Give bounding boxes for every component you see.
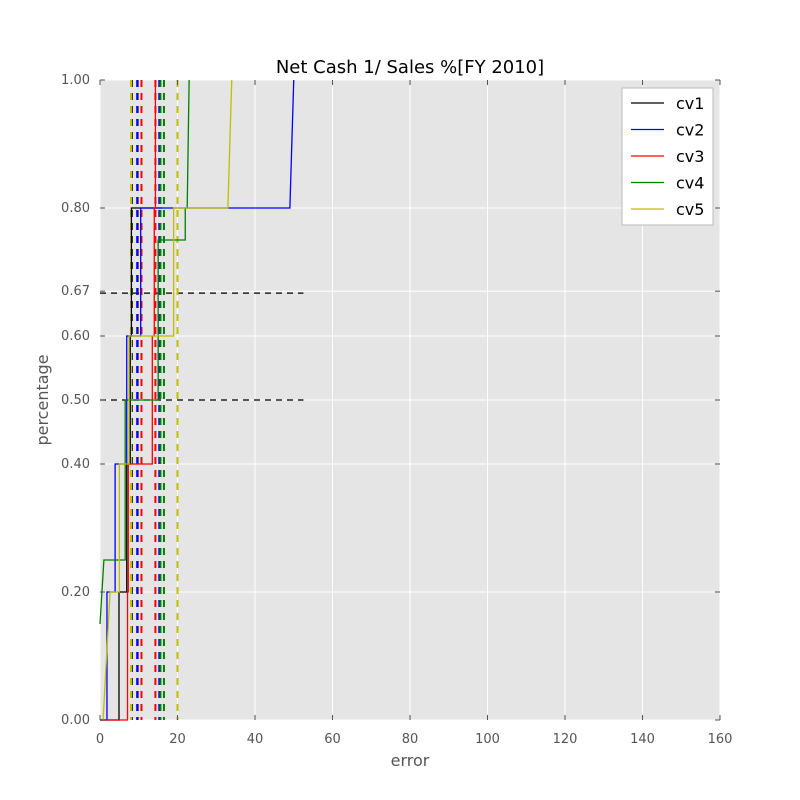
- series-line-cv5: [102, 79, 233, 721]
- legend-label-cv5: cv5: [676, 200, 704, 219]
- y-tick-label: 0.40: [61, 457, 90, 472]
- legend: cv1 cv2 cv3 cv4 cv5: [621, 87, 714, 226]
- y-tick-label: 0.60: [61, 329, 90, 344]
- x-tick-label: 160: [708, 732, 733, 747]
- axis-ticks: 0 20 40 60 80 100 120 140 160 0.00 0.20 0.40 0.50 0.6…: [61, 73, 732, 747]
- legend-label-cv3: cv3: [676, 147, 704, 166]
- x-tick-label: 100: [475, 732, 500, 747]
- y-tick-label: 0.67: [61, 284, 90, 299]
- x-tick-label: 0: [96, 732, 104, 747]
- chart-title: Net Cash 1/ Sales %[FY 2010]: [276, 57, 544, 78]
- x-tick-label: 120: [553, 732, 578, 747]
- x-tick-label: 80: [402, 732, 419, 747]
- y-axis-label: percentage: [33, 354, 52, 445]
- legend-label-cv1: cv1: [676, 94, 704, 113]
- y-tick-label: 0.80: [61, 201, 90, 216]
- series-line-cv3: [100, 80, 157, 721]
- x-tick-label: 40: [247, 732, 264, 747]
- x-tick-label: 20: [169, 732, 186, 747]
- y-tick-label: 0.50: [61, 393, 90, 408]
- legend-label-cv2: cv2: [676, 121, 704, 140]
- y-tick-label: 0.20: [61, 585, 90, 600]
- legend-label-cv4: cv4: [676, 174, 704, 193]
- x-tick-label: 60: [324, 732, 341, 747]
- plot-lines: [99, 79, 304, 721]
- x-tick-label: 140: [630, 732, 655, 747]
- x-axis-label: error: [391, 751, 430, 770]
- y-tick-label: 1.00: [61, 73, 90, 88]
- y-tick-label: 0.00: [61, 713, 90, 728]
